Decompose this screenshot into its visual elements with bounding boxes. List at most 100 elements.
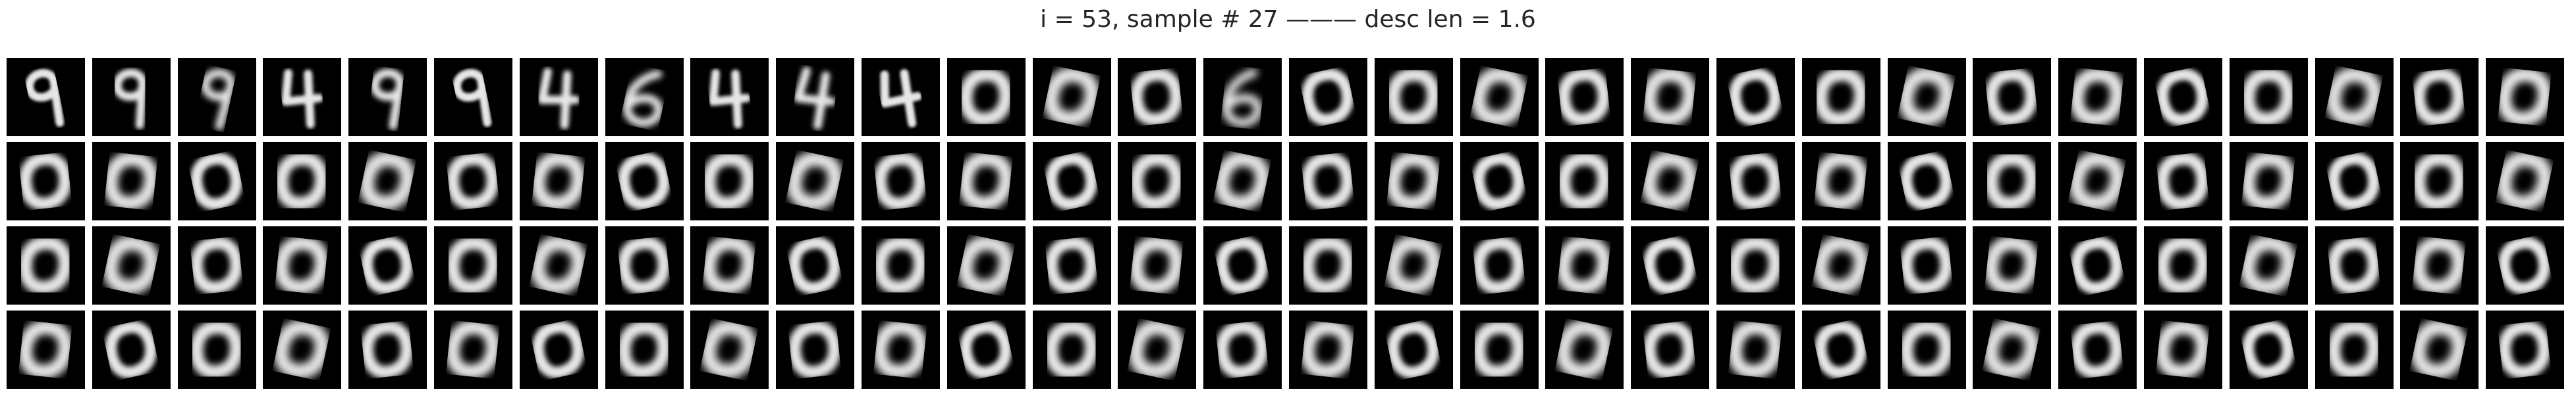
sample-image <box>1460 58 1539 136</box>
sample-image <box>1118 58 1197 136</box>
sample-image <box>1032 142 1111 220</box>
sample-image <box>348 226 427 305</box>
sample-image <box>177 58 256 136</box>
sample-image <box>2400 226 2479 305</box>
sample-image <box>862 142 940 220</box>
sample-image <box>1203 226 1282 305</box>
sample-image <box>1032 58 1111 136</box>
sample-image <box>1032 226 1111 305</box>
sample-image <box>1289 311 1367 389</box>
sample-image <box>2400 58 2479 136</box>
sample-image <box>1887 142 1966 220</box>
sample-image <box>1374 226 1453 305</box>
sample-image <box>434 226 512 305</box>
sample-image <box>1801 58 1880 136</box>
sample-image <box>2058 142 2137 220</box>
sample-image <box>1460 142 1539 220</box>
sample-image <box>1118 226 1197 305</box>
sample-image <box>946 311 1026 389</box>
sample-image <box>776 311 855 389</box>
sample-image <box>519 311 598 389</box>
sample-image <box>1374 311 1453 389</box>
sample-image <box>434 58 512 136</box>
sample-image <box>92 58 171 136</box>
sample-image <box>1716 311 1795 389</box>
sample-image <box>1545 58 1624 136</box>
sample-image <box>519 58 598 136</box>
sample-image <box>7 58 85 136</box>
sample-image <box>2058 311 2137 389</box>
sample-image <box>2315 142 2394 220</box>
sample-image <box>2315 58 2394 136</box>
sample-image <box>92 226 171 305</box>
sample-image <box>92 142 171 220</box>
sample-image <box>1716 142 1795 220</box>
sample-image <box>1118 311 1197 389</box>
sample-image <box>2486 58 2565 136</box>
sample-image <box>1289 226 1367 305</box>
sample-image <box>862 58 940 136</box>
sample-image <box>1460 226 1539 305</box>
sample-image <box>2229 311 2308 389</box>
sample-image <box>1801 311 1880 389</box>
sample-image <box>263 311 342 389</box>
sample-image <box>2144 142 2222 220</box>
sample-image <box>1887 58 1966 136</box>
sample-image <box>263 58 342 136</box>
sample-image <box>519 142 598 220</box>
sample-image <box>1716 226 1795 305</box>
sample-image <box>519 226 598 305</box>
sample-image <box>1460 311 1539 389</box>
sample-image <box>1545 311 1624 389</box>
figure-title: i = 53, sample # 27 ——— desc len = 1.6 <box>1040 6 1536 33</box>
sample-image <box>1032 311 1111 389</box>
sample-image <box>1203 58 1282 136</box>
sample-image <box>862 226 940 305</box>
sample-image <box>177 311 256 389</box>
sample-image <box>2144 226 2222 305</box>
sample-image <box>434 142 512 220</box>
sample-image <box>1801 226 1880 305</box>
sample-image <box>1118 142 1197 220</box>
sample-image <box>1545 226 1624 305</box>
sample-image <box>7 226 85 305</box>
sample-image <box>1973 226 2052 305</box>
sample-image <box>2486 311 2565 389</box>
sample-image <box>177 226 256 305</box>
sample-image <box>2486 226 2565 305</box>
sample-image <box>1289 58 1367 136</box>
sample-image <box>690 58 769 136</box>
sample-image-grid <box>7 58 2570 395</box>
sample-image <box>7 311 85 389</box>
sample-image <box>2400 142 2479 220</box>
sample-image <box>434 311 512 389</box>
sample-image <box>776 142 855 220</box>
sample-image <box>1631 311 1710 389</box>
sample-image <box>1374 142 1453 220</box>
sample-image <box>1973 142 2052 220</box>
sample-image <box>2229 142 2308 220</box>
sample-image <box>1887 226 1966 305</box>
sample-image <box>2315 311 2394 389</box>
sample-image <box>2315 226 2394 305</box>
sample-image <box>605 226 684 305</box>
sample-image <box>348 142 427 220</box>
sample-image <box>1374 58 1453 136</box>
sample-image <box>776 226 855 305</box>
sample-image <box>1203 142 1282 220</box>
sample-image <box>1801 142 1880 220</box>
sample-image <box>946 226 1026 305</box>
sample-image <box>1631 142 1710 220</box>
sample-image <box>263 142 342 220</box>
sample-image <box>92 311 171 389</box>
sample-image <box>1716 58 1795 136</box>
sample-image <box>1631 226 1710 305</box>
sample-image <box>2229 226 2308 305</box>
sample-image <box>7 142 85 220</box>
sample-image <box>2144 311 2222 389</box>
sample-image <box>1887 311 1966 389</box>
sample-image <box>605 311 684 389</box>
sample-image <box>862 311 940 389</box>
sample-image <box>605 142 684 220</box>
sample-image <box>946 142 1026 220</box>
